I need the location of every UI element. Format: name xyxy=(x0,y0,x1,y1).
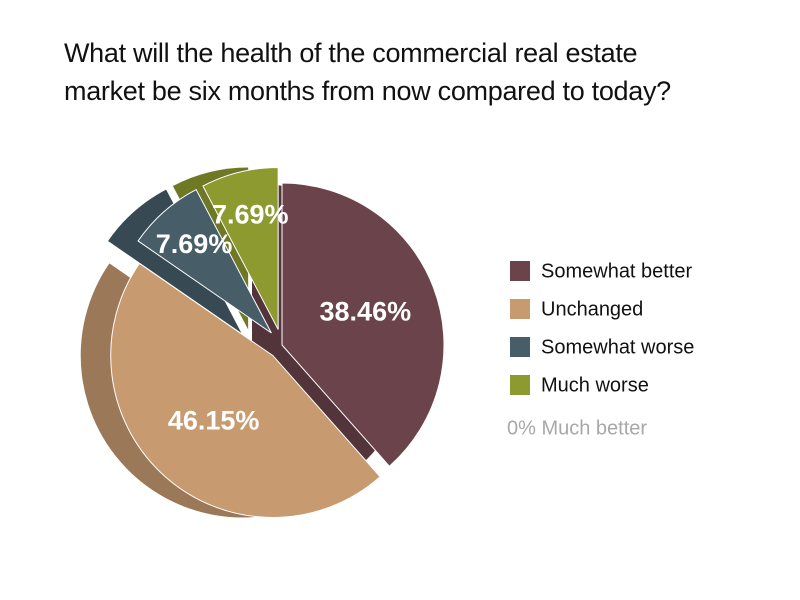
legend-label: Somewhat worse xyxy=(541,336,694,358)
slice xyxy=(202,166,279,330)
data-label: 38.46% xyxy=(320,297,412,327)
slice xyxy=(137,188,272,334)
legend-label: Somewhat better xyxy=(541,260,693,282)
legend-swatch xyxy=(510,375,530,395)
slice xyxy=(110,262,381,518)
legend-label: Much worse xyxy=(541,374,649,396)
annotation: 0% Much better xyxy=(507,417,647,439)
legend-label: Unchanged xyxy=(541,298,643,320)
chart-title: What will the health of the commercial r… xyxy=(64,38,671,106)
legend-swatch xyxy=(510,261,530,281)
data-label: 7.69% xyxy=(212,199,289,229)
legend-swatch xyxy=(510,337,530,357)
slice xyxy=(281,182,445,467)
legend-swatch xyxy=(510,299,530,319)
data-label: 46.15% xyxy=(168,405,260,435)
data-label: 7.69% xyxy=(156,229,233,259)
